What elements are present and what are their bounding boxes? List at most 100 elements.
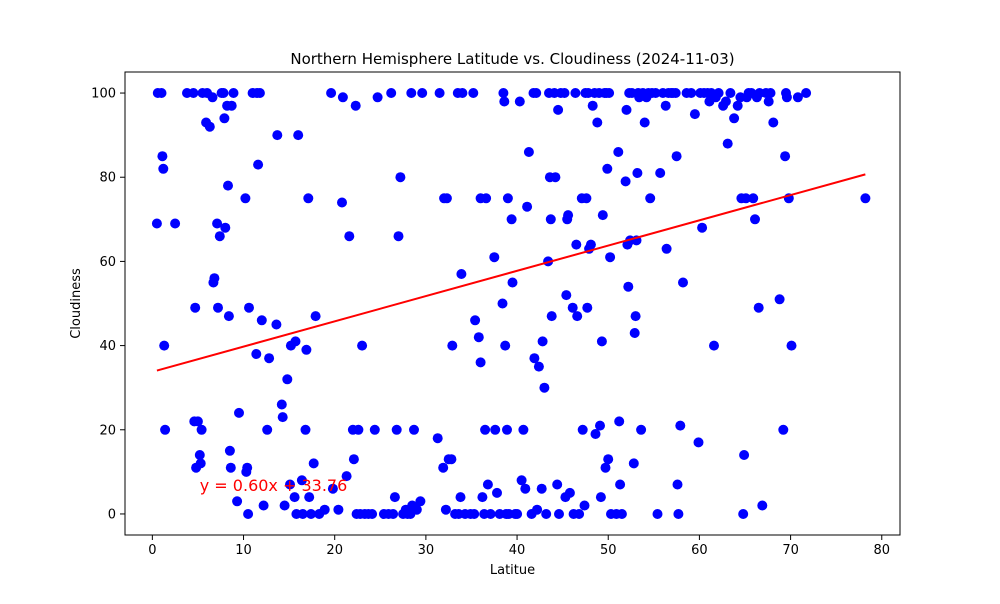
- data-point: [151, 218, 162, 229]
- data-point: [750, 214, 760, 225]
- data-point: [327, 483, 338, 494]
- data-point: [671, 151, 682, 162]
- data-point: [596, 336, 607, 347]
- data-point: [395, 172, 406, 183]
- data-point: [251, 349, 262, 359]
- chart-title: Northern Hemisphere Latitude vs. Cloudin…: [290, 50, 734, 68]
- data-point: [595, 420, 605, 431]
- data-point: [242, 462, 253, 473]
- data-point: [550, 172, 561, 183]
- data-point: [499, 96, 510, 107]
- data-point: [489, 252, 500, 263]
- data-point: [632, 168, 643, 178]
- data-point: [223, 180, 233, 191]
- data-point: [219, 113, 230, 124]
- data-point: [490, 424, 501, 435]
- data-point: [213, 302, 223, 313]
- data-point: [655, 168, 666, 178]
- data-point: [738, 509, 749, 519]
- data-point: [523, 147, 534, 157]
- data-point: [502, 424, 512, 435]
- data-point: [232, 496, 243, 507]
- data-point: [652, 509, 663, 519]
- data-point: [559, 88, 570, 98]
- data-point: [253, 159, 264, 170]
- data-point: [212, 218, 223, 229]
- data-point: [438, 462, 449, 473]
- data-point: [158, 163, 169, 174]
- data-point: [623, 281, 634, 292]
- data-point: [670, 88, 681, 98]
- data-point: [226, 100, 237, 111]
- data-point: [304, 492, 315, 503]
- data-point: [337, 197, 347, 208]
- data-point: [214, 231, 225, 242]
- x-tick-label: 20: [326, 543, 343, 558]
- data-point: [244, 302, 254, 313]
- data-point: [282, 374, 293, 385]
- data-point: [498, 88, 509, 98]
- data-point: [337, 92, 348, 103]
- data-point: [778, 424, 789, 435]
- data-point: [289, 492, 300, 503]
- data-point: [388, 509, 399, 519]
- data-point: [223, 311, 234, 322]
- data-point: [271, 319, 282, 330]
- data-point: [357, 340, 368, 351]
- data-point: [686, 88, 697, 98]
- data-point: [748, 193, 759, 204]
- data-point: [296, 475, 307, 486]
- data-point: [532, 504, 543, 515]
- data-point: [391, 424, 402, 435]
- data-point: [480, 424, 491, 435]
- data-point: [468, 88, 479, 98]
- data-point: [765, 88, 776, 98]
- data-point: [264, 353, 275, 364]
- data-point: [636, 424, 647, 435]
- data-point: [276, 399, 287, 410]
- data-point: [475, 357, 486, 368]
- data-point: [518, 424, 529, 435]
- data-point: [220, 222, 231, 233]
- data-point: [369, 424, 380, 435]
- data-point: [507, 277, 518, 288]
- data-point: [262, 424, 273, 435]
- data-point: [597, 210, 608, 221]
- data-point: [520, 483, 531, 494]
- data-point: [675, 420, 686, 431]
- data-point: [367, 509, 378, 519]
- data-point: [306, 509, 316, 519]
- x-tick-label: 50: [600, 543, 617, 558]
- data-point: [780, 151, 791, 162]
- data-point: [552, 479, 563, 490]
- data-point: [170, 218, 181, 229]
- data-point: [303, 193, 314, 204]
- y-tick-label: 100: [91, 87, 116, 102]
- data-point: [506, 214, 517, 225]
- data-point: [753, 302, 764, 313]
- data-point: [732, 100, 743, 111]
- x-tick-label: 0: [148, 543, 156, 558]
- x-tick-label: 60: [691, 543, 708, 558]
- y-axis-ticks: 0 20 40 60 80 100: [91, 87, 125, 522]
- data-point: [720, 96, 731, 107]
- data-point: [860, 193, 871, 204]
- data-point: [541, 509, 552, 519]
- data-point: [258, 500, 269, 511]
- data-point: [567, 302, 578, 313]
- data-point: [326, 88, 337, 98]
- data-point: [156, 88, 167, 98]
- data-point: [256, 315, 267, 326]
- data-point: [645, 193, 656, 204]
- y-tick-label: 20: [99, 423, 116, 438]
- data-point: [600, 462, 611, 473]
- y-tick-label: 60: [99, 255, 116, 270]
- regression-layer: [156, 173, 866, 372]
- data-point: [228, 88, 239, 98]
- data-point: [581, 193, 592, 204]
- data-point: [689, 109, 700, 120]
- data-point: [768, 117, 779, 128]
- data-point: [190, 302, 201, 313]
- data-point: [639, 117, 650, 128]
